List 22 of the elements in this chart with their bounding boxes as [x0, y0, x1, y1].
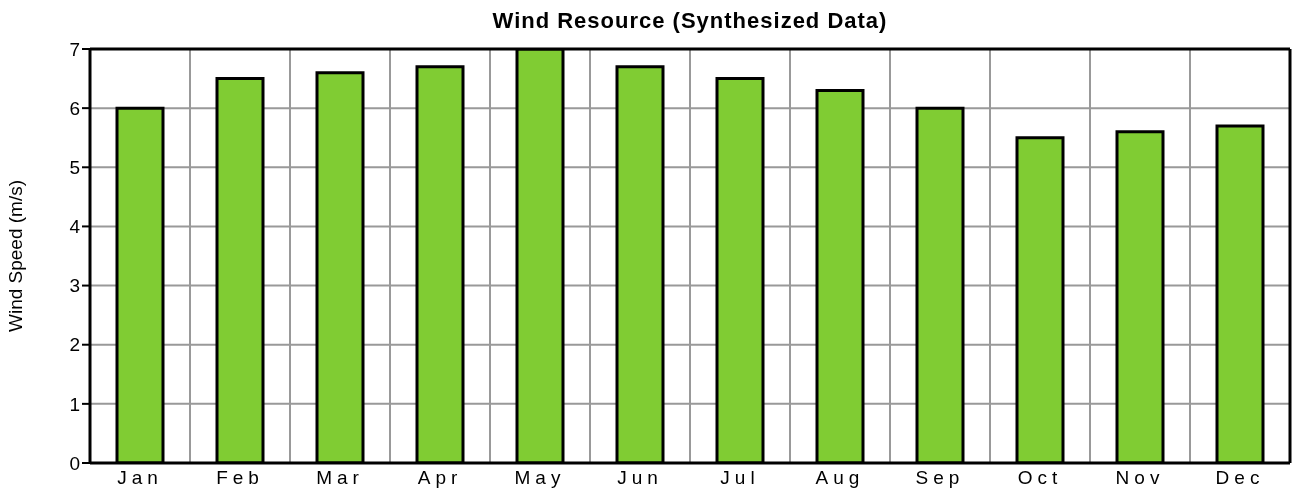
x-tick-label: Apr — [417, 467, 463, 489]
x-tick-label: Feb — [216, 467, 264, 489]
y-tick-label: 0 — [69, 452, 80, 474]
x-tick-label: Jan — [117, 467, 163, 489]
y-tick-label: 7 — [69, 38, 80, 60]
x-tick-label: Jun — [617, 467, 663, 489]
x-tick-label: Sep — [915, 467, 965, 489]
x-tick-label: Mar — [316, 467, 364, 489]
x-tick-label: Dec — [1215, 467, 1265, 489]
y-tick-label: 2 — [69, 334, 80, 356]
chart-title: Wind Resource (Synthesized Data) — [491, 8, 889, 34]
x-tick-label: May — [514, 467, 566, 489]
x-tick-label: Jul — [720, 467, 760, 489]
y-tick-label: 3 — [69, 275, 80, 297]
x-tick-label: Nov — [1115, 467, 1165, 489]
y-tick-label: 6 — [69, 97, 80, 119]
y-tick-label: 5 — [69, 157, 80, 179]
y-tick-label: 4 — [69, 216, 81, 238]
y-tick-label: 1 — [69, 393, 80, 415]
x-tick-label: Oct — [1017, 467, 1063, 489]
y-axis-title: Wind Speed (m/s) — [5, 179, 26, 333]
x-tick-label: Aug — [815, 467, 865, 489]
